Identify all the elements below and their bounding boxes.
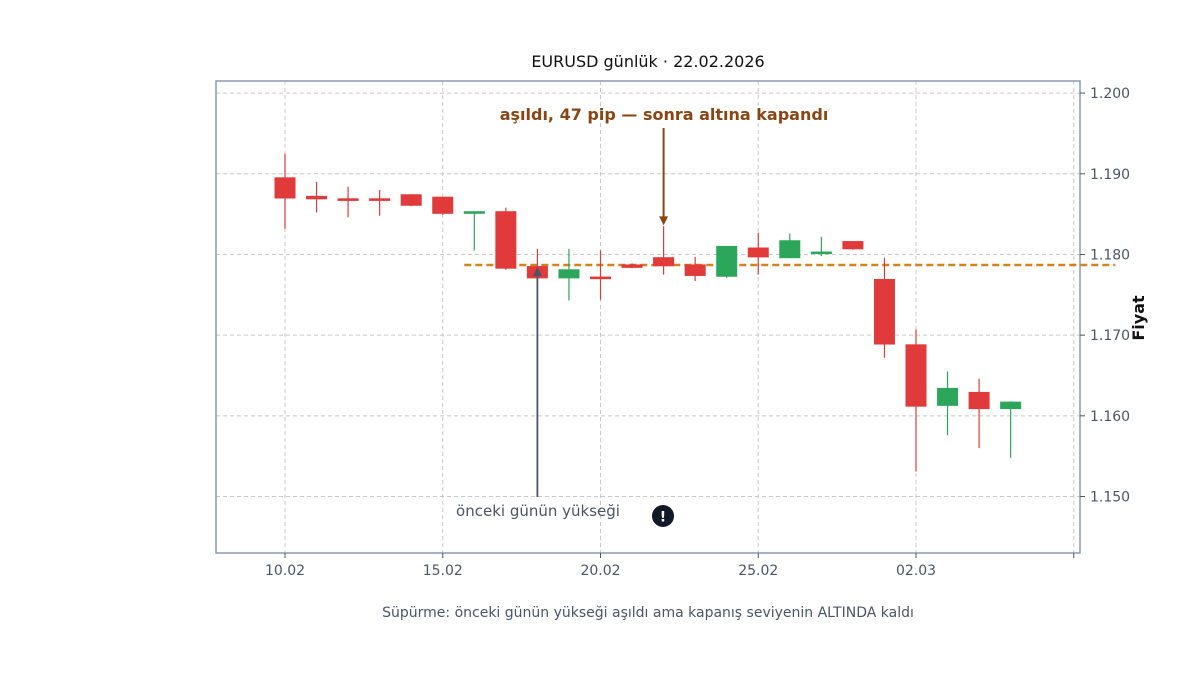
candle-body (337, 198, 359, 201)
candle (968, 378, 990, 449)
candle-body (400, 194, 422, 206)
candle (937, 371, 959, 436)
grid-lines (216, 81, 1080, 553)
y-tick-label: 1.190 (1090, 167, 1130, 183)
candle (432, 196, 454, 215)
y-axis-label: Fiyat (1129, 295, 1148, 341)
x-tick-label: 10.02 (265, 563, 305, 579)
candle-body (779, 240, 801, 259)
candle (779, 233, 801, 259)
candle-body (968, 391, 990, 410)
candle (558, 248, 580, 301)
candle (337, 186, 359, 218)
candle (463, 211, 485, 251)
chart-caption: Süpürme: önceki günün yükseği aşıldı ama… (382, 605, 914, 621)
candle (873, 257, 895, 358)
candle-body (747, 247, 769, 258)
candle (274, 153, 296, 229)
candle-body (684, 264, 706, 276)
candle (1000, 401, 1022, 458)
annotation-top-arrow-head (659, 216, 669, 226)
annotation-top-text: aşıldı, 47 pip — sonra altına kapandı (500, 105, 829, 124)
candle (495, 207, 517, 270)
x-axis: 10.02 15.02 20.02 25.02 02.03 (265, 553, 1075, 579)
y-tick-label: 1.180 (1090, 247, 1130, 263)
candle (621, 263, 643, 269)
y-tick-label: 1.150 (1090, 490, 1130, 506)
candle (590, 250, 611, 300)
annotations-group: aşıldı, 47 pip — sonra altına kapandı ön… (456, 105, 828, 520)
candle-body (716, 245, 738, 277)
candle-body (590, 276, 611, 280)
candle (369, 189, 391, 216)
candle-body (1000, 401, 1022, 410)
chart-title: EURUSD günlük · 22.02.2026 (531, 52, 764, 71)
candle (842, 241, 864, 250)
warning-icon[interactable]: ! (652, 505, 674, 527)
annotation-bottom-arrow-head (532, 266, 542, 276)
candle (747, 232, 769, 275)
x-tick-label: 15.02 (423, 563, 463, 579)
x-tick-label: 20.02 (580, 563, 620, 579)
candle (684, 256, 706, 282)
y-axis: 1.150 1.160 1.170 1.180 1.190 1.200 (1080, 86, 1130, 506)
y-tick-label: 1.160 (1090, 409, 1130, 425)
candle-body (463, 211, 485, 214)
candle-body (842, 241, 864, 250)
candle (306, 181, 328, 213)
candle-body (653, 257, 675, 267)
candle (810, 236, 832, 257)
candles-group (274, 153, 1022, 472)
candle (716, 245, 738, 278)
annotation-bottom-text: önceki günün yükseği (456, 502, 620, 520)
y-tick-label: 1.200 (1090, 86, 1130, 102)
candle-body (905, 344, 927, 407)
candle (905, 329, 927, 472)
candle-body (274, 177, 296, 199)
svg-text:!: ! (660, 510, 666, 526)
x-tick-label: 25.02 (738, 563, 778, 579)
candle (653, 226, 675, 275)
candle (400, 194, 422, 207)
candle-body (873, 278, 895, 345)
candle-body (306, 195, 328, 200)
plot-frame (215, 80, 1081, 554)
candle-body (810, 251, 832, 255)
candle-body (937, 387, 959, 406)
candle-body (369, 198, 391, 201)
candle-body (558, 269, 580, 279)
x-tick-label: 02.03 (896, 563, 936, 579)
candle-body (495, 211, 517, 269)
y-tick-label: 1.170 (1090, 328, 1130, 344)
candle-body (621, 264, 643, 268)
candle-body (432, 196, 454, 214)
